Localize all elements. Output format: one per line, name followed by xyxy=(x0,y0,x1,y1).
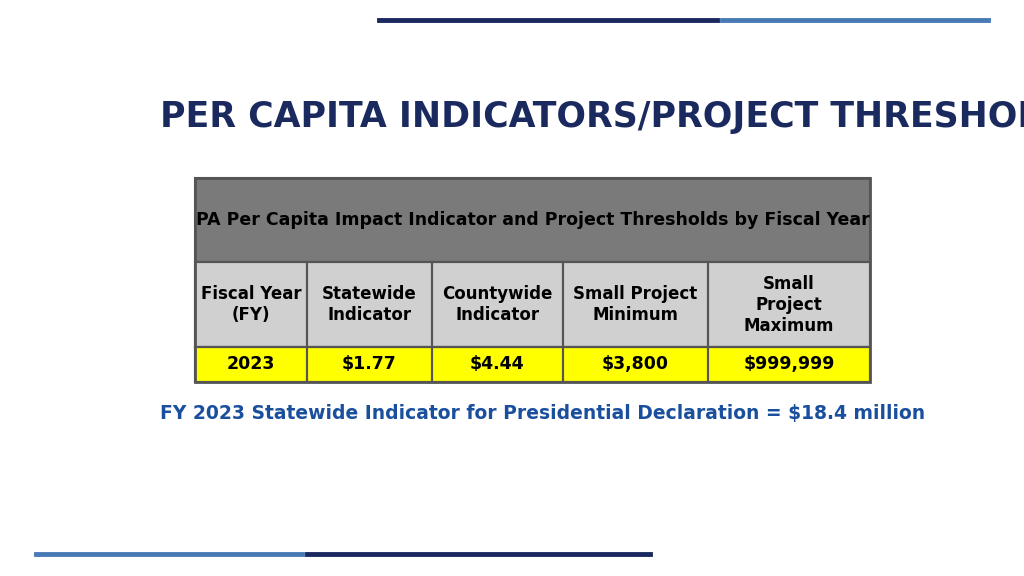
Text: Countywide
Indicator: Countywide Indicator xyxy=(442,285,553,324)
Text: $999,999: $999,999 xyxy=(743,355,835,373)
FancyBboxPatch shape xyxy=(196,178,870,263)
Text: $3,800: $3,800 xyxy=(602,355,669,373)
Text: FY 2023 Statewide Indicator for Presidential Declaration = $18.4 million: FY 2023 Statewide Indicator for Presiden… xyxy=(160,404,925,423)
Text: Statewide
Indicator: Statewide Indicator xyxy=(322,285,417,324)
Text: PER CAPITA INDICATORS/PROJECT THRESHOLDS: PER CAPITA INDICATORS/PROJECT THRESHOLDS xyxy=(160,100,1024,134)
FancyBboxPatch shape xyxy=(196,347,870,382)
Text: Small Project
Minimum: Small Project Minimum xyxy=(573,285,697,324)
Text: $4.44: $4.44 xyxy=(470,355,524,373)
Text: 2023: 2023 xyxy=(227,355,275,373)
Text: $1.77: $1.77 xyxy=(342,355,396,373)
FancyBboxPatch shape xyxy=(196,263,870,347)
Text: Fiscal Year
(FY): Fiscal Year (FY) xyxy=(201,285,301,324)
Text: PA Per Capita Impact Indicator and Project Thresholds by Fiscal Year: PA Per Capita Impact Indicator and Proje… xyxy=(196,211,869,229)
Text: Small
Project
Maximum: Small Project Maximum xyxy=(743,275,835,335)
